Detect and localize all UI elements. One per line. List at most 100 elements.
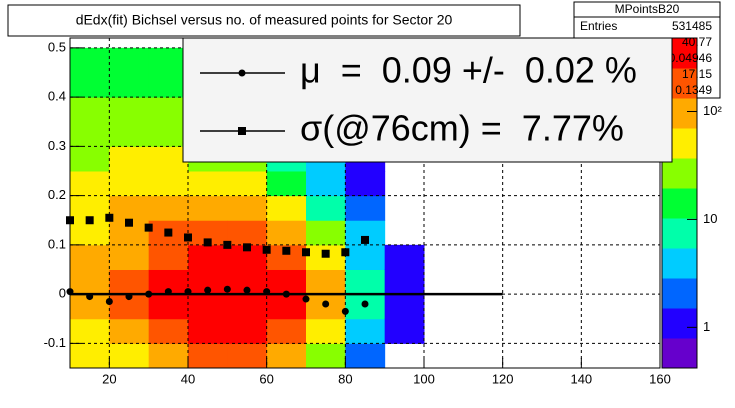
heatmap-cell <box>227 220 268 246</box>
heatmap-cell <box>345 170 386 197</box>
heatmap-cell <box>70 121 110 147</box>
heatmap-cell <box>227 294 268 320</box>
heatmap-cell <box>148 146 189 172</box>
point <box>263 288 271 296</box>
point <box>105 298 113 306</box>
heatmap-cell <box>70 146 110 172</box>
legend-box <box>182 37 673 163</box>
heatmap-cell <box>266 343 307 369</box>
y-tick-label: 0.4 <box>48 89 66 104</box>
point <box>223 285 231 293</box>
heatmap-cell <box>384 294 425 320</box>
heatmap-cell <box>109 121 150 147</box>
legend-marker <box>238 69 246 77</box>
heatmap-cell <box>384 244 425 270</box>
x-tick-label: 40 <box>181 371 195 386</box>
point <box>184 288 192 296</box>
heatmap-cell <box>148 121 189 147</box>
heatmap-cell <box>188 294 228 320</box>
heatmap-cell <box>70 269 110 295</box>
point <box>105 213 114 222</box>
heatmap-cell <box>266 269 307 295</box>
colorbar-frame <box>661 37 698 369</box>
heatmap-cell <box>266 170 307 197</box>
heatmap-cell <box>70 97 110 123</box>
heatmap-cell <box>306 220 346 246</box>
point <box>243 286 251 294</box>
colorbar-step <box>662 158 697 189</box>
heatmap-cell <box>148 97 189 123</box>
point <box>144 223 153 232</box>
point <box>321 249 330 258</box>
heatmap-cell <box>148 72 189 98</box>
point <box>164 228 173 237</box>
x-tick-label: 100 <box>413 371 435 386</box>
point <box>164 288 172 296</box>
point <box>125 218 133 227</box>
heatmap-cell <box>148 343 189 369</box>
legend-marker <box>238 127 246 135</box>
stats-value: 17.15 <box>682 67 712 81</box>
heatmap-cell <box>188 244 228 270</box>
point <box>361 300 369 308</box>
heatmap-cell <box>188 195 228 221</box>
stats-value: 40.77 <box>682 35 712 49</box>
point <box>341 307 349 315</box>
stats-title: MPointsB20 <box>615 2 680 16</box>
heatmap-cell <box>188 170 228 197</box>
heatmap-cell <box>109 47 150 73</box>
point <box>262 245 271 254</box>
heatmap-cell <box>109 146 150 172</box>
heatmap-cell <box>148 318 189 344</box>
heatmap-cell <box>109 244 150 270</box>
z-tick-label: 10² <box>703 103 722 118</box>
x-tick-label: 20 <box>102 371 116 386</box>
stats-label: Entries <box>580 19 617 33</box>
heatmap-cell <box>70 47 110 73</box>
heatmap-cell <box>266 220 307 246</box>
point <box>341 248 350 257</box>
y-tick-label: -0.1 <box>44 335 66 350</box>
stats-value: 531485 <box>672 19 712 33</box>
x-tick-label: 160 <box>649 371 671 386</box>
point <box>203 238 212 247</box>
heatmap-cell <box>384 318 425 344</box>
heatmap-cell <box>306 170 346 197</box>
heatmap-cell <box>345 269 386 295</box>
point <box>223 240 232 249</box>
legend-label: σ(@76cm) = 7.77% <box>300 108 624 149</box>
chart-title: dEdx(fit) Bichsel versus no. of measured… <box>76 12 453 28</box>
point <box>302 295 310 303</box>
point <box>282 246 291 255</box>
heatmap-cell <box>70 318 110 344</box>
heatmap-cell <box>345 195 386 221</box>
heatmap-cell <box>109 343 150 369</box>
heatmap-cell <box>70 72 110 98</box>
y-tick-label: 0 <box>59 286 66 301</box>
point <box>243 243 251 252</box>
heatmap-cell <box>345 343 386 369</box>
x-tick-label: 80 <box>338 371 352 386</box>
heatmap-cell <box>148 170 189 197</box>
heatmap-cell <box>109 318 150 344</box>
heatmap-cell <box>266 318 307 344</box>
y-tick-label: 0.2 <box>48 187 66 202</box>
title-box <box>7 4 521 37</box>
heatmap-cell <box>70 170 110 197</box>
point <box>282 290 290 298</box>
heatmap-cell <box>266 294 307 320</box>
z-tick-label: 1 <box>703 319 710 334</box>
heatmap-cell <box>384 269 425 295</box>
colorbar-step <box>662 248 697 279</box>
heatmap-cell <box>109 269 150 295</box>
heatmap-cell <box>345 244 386 270</box>
heatmap-cell <box>109 97 150 123</box>
heatmap-cell <box>148 47 189 73</box>
heatmap-cell <box>227 318 268 344</box>
heatmap-cell <box>227 343 268 369</box>
heatmap-cell <box>188 318 228 344</box>
heatmap-cell <box>70 244 110 270</box>
stats-value: 0.04946 <box>669 51 713 65</box>
y-tick-label: 0.3 <box>48 138 66 153</box>
